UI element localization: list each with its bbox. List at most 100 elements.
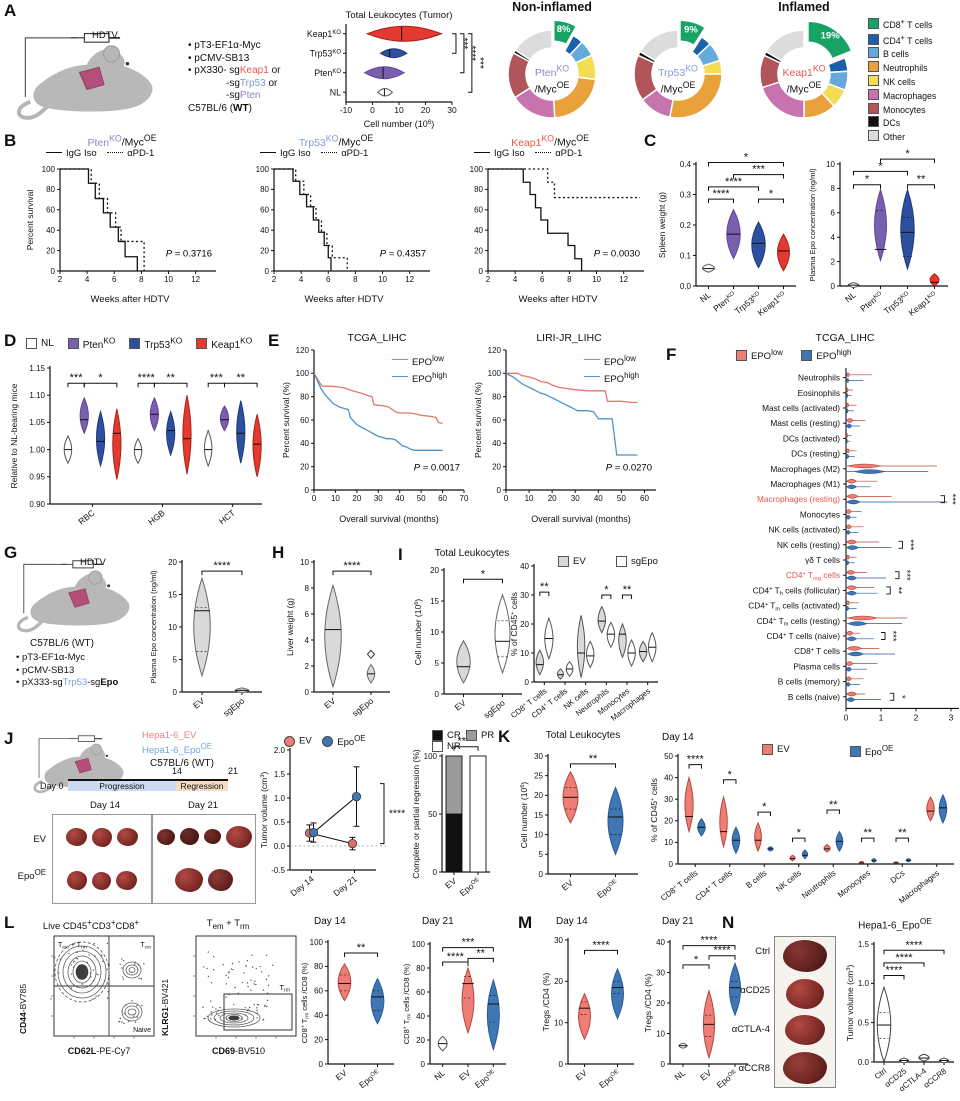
svg-text:6: 6 <box>326 275 331 284</box>
svg-text:20: 20 <box>430 566 439 575</box>
svg-text:Tregs /CD4 (%): Tregs /CD4 (%) <box>541 972 551 1031</box>
svg-text:**: ** <box>166 372 175 384</box>
svg-text:0.5: 0.5 <box>274 818 286 827</box>
svg-text:***: *** <box>901 570 912 581</box>
svg-text:10: 10 <box>520 649 529 658</box>
svg-text:60: 60 <box>438 494 447 503</box>
timeline: Day 0 14 21 Progression Regression <box>40 766 239 791</box>
svg-text:Total Leukocytes (Tumor): Total Leukocytes (Tumor) <box>346 10 453 21</box>
survival-legend-trp53: IgG Iso αPD-1 <box>260 148 368 159</box>
svg-text:****: **** <box>905 939 923 951</box>
leukocytes-sgepo-violin-chart: 0 5 10 15 20 Cell number (106​) EV sgEpo * <box>413 566 522 720</box>
e1-legend: EPOlow EPOhigh <box>392 352 447 386</box>
survival-legend-keap1: IgG Iso αPD-1 <box>474 148 582 159</box>
svg-text:Overall survival (months): Overall survival (months) <box>339 514 439 524</box>
svg-text:19%: 19% <box>821 31 841 42</box>
svg-text:30: 30 <box>656 968 665 977</box>
svg-text:***: *** <box>887 630 898 641</box>
svg-text:0: 0 <box>433 868 438 877</box>
svg-text:****: **** <box>213 560 231 572</box>
svg-text:Mast cells (resting): Mast cells (resting) <box>770 418 840 428</box>
svg-text:-0.5: -0.5 <box>271 866 285 875</box>
tcga-survival-chart: 0 20 40 60 80 100 120 0 10 20 30 40 50 60 70 Percent su… <box>281 346 469 524</box>
svg-text:0.0: 0.0 <box>858 1058 870 1067</box>
svg-text:50: 50 <box>617 494 626 503</box>
svg-text:30: 30 <box>571 494 580 503</box>
svg-text:6: 6 <box>831 209 836 218</box>
panel-c-label: C <box>644 131 657 150</box>
immune-legend: CD8+ T cells CD4+ T cells B cells Neutrophi… <box>868 16 936 144</box>
svg-text:αCCR8: αCCR8 <box>922 1066 949 1090</box>
svg-text:40: 40 <box>395 494 404 503</box>
svg-text:0.0: 0.0 <box>680 282 692 291</box>
svg-text:Tem​ + Trm​: Tem​ + Trm​ <box>58 942 87 951</box>
legend-swatch-icon <box>868 116 879 128</box>
svg-text:****: **** <box>713 945 731 957</box>
flow1-ylabel: CD44-BV785 <box>18 983 28 1034</box>
svg-text:HCT: HCT <box>217 508 237 527</box>
svg-text:EV: EV <box>560 877 575 892</box>
svg-text:EV: EV <box>453 697 468 712</box>
ev-dot-icon <box>284 735 295 747</box>
svg-text:****: **** <box>389 808 405 820</box>
svg-text:EpoOE​: EpoOE​ <box>458 876 483 898</box>
svg-text:0: 0 <box>525 678 530 687</box>
j2-legend: CR PR NR <box>432 730 494 753</box>
epolow-swatch-icon <box>736 349 747 361</box>
svg-text:30: 30 <box>664 795 673 804</box>
panel-i-label: I <box>398 545 403 564</box>
svg-text:20: 20 <box>492 462 501 471</box>
l2-title: Day 21 <box>422 916 454 927</box>
plasmid-item: -sgTrp53 or <box>226 77 278 89</box>
svg-text:1.5: 1.5 <box>858 940 870 949</box>
svg-text:80: 80 <box>492 392 501 401</box>
svg-text:****: **** <box>885 964 903 976</box>
svg-text:1.5: 1.5 <box>274 770 286 779</box>
flow-cd44-cd62l-plot: Tem​ + Trm​ Tcm​ Naive <box>50 935 155 1039</box>
epolow-line-icon <box>392 359 408 361</box>
i2-legend-sgepo: sgEpo <box>616 556 658 567</box>
legend-item: Macrophages <box>868 88 936 103</box>
svg-text:*: * <box>744 151 749 163</box>
svg-text:*: * <box>878 160 883 172</box>
progression-band: Progression <box>67 779 176 791</box>
liver-weight-violin-chart: 0 2 4 6 8 10 Liver weight (g) EV sgEpo **** <box>285 558 390 719</box>
svg-text:20: 20 <box>664 817 673 826</box>
svg-text:40: 40 <box>260 226 269 235</box>
svg-text:0.3: 0.3 <box>680 190 692 199</box>
pten-immune-donut-chart: 8% <box>507 19 597 119</box>
strain-label-a: C57BL/6 (WT) <box>188 102 252 114</box>
svg-text:0: 0 <box>421 1060 426 1069</box>
trp53-immune-donut-chart: 9% <box>633 19 723 119</box>
svg-text:4: 4 <box>305 636 310 645</box>
b1-xlabel: Weeks after HDTV <box>90 294 170 305</box>
svg-text:CD8+​ T cells: CD8+​ T cells <box>794 646 840 656</box>
svg-text:8%: 8% <box>557 24 571 35</box>
svg-text:**: ** <box>237 372 246 384</box>
svg-text:80: 80 <box>474 185 483 194</box>
svg-text:0.1: 0.1 <box>680 251 692 260</box>
trm-day21-violin-chart: 0 20 40 60 80 100 CD8+​ Trm​ cells /CD8 (%) NL E… <box>402 937 506 1090</box>
svg-text:sgEpo: sgEpo <box>350 696 375 719</box>
svg-text:*: * <box>865 174 870 186</box>
tumor-photos-day14 <box>52 814 152 904</box>
panel-d-legend: NL PtenKO Trp53KO Keap1KO <box>26 336 266 351</box>
svg-text:**: ** <box>892 587 903 595</box>
svg-text:DCs (activated): DCs (activated) <box>783 433 840 443</box>
svg-text:Cell number (106​): Cell number (106​) <box>413 599 423 666</box>
cd45-pct-epo-violin-chart: 0 10 20 30 40 50 % of CD45+​ cells CD8+​ T cell… <box>649 752 954 905</box>
svg-text:40: 40 <box>416 1012 425 1021</box>
svg-text:2: 2 <box>486 275 491 284</box>
svg-text:20: 20 <box>534 791 543 800</box>
k2-day14-label: Day 14 <box>662 732 694 743</box>
svg-text:**: ** <box>357 942 366 954</box>
svg-text:2: 2 <box>831 257 836 266</box>
trm-day14-violin-chart: 0 20 40 60 80 100 CD8+​ Trm​ cells /CD8 (%) EV E… <box>300 938 394 1090</box>
svg-text:***: *** <box>462 937 476 949</box>
svg-text:EV: EV <box>574 1067 589 1082</box>
svg-text:20: 20 <box>474 246 483 255</box>
svg-text:60: 60 <box>300 416 309 425</box>
svg-text:80: 80 <box>46 185 55 194</box>
